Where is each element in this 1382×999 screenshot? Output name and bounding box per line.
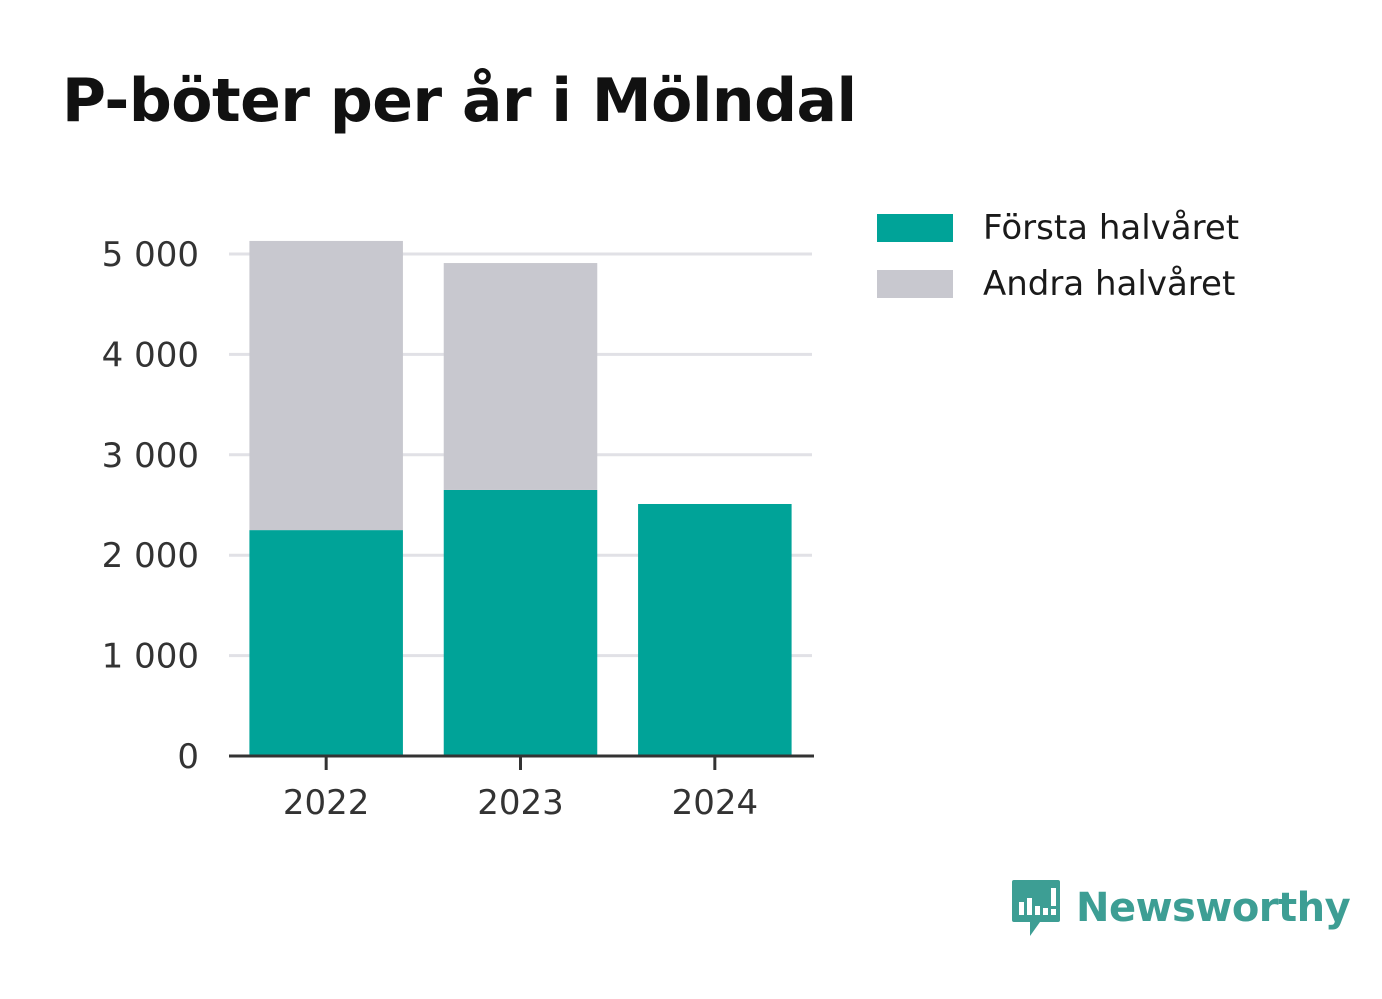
bar-second-half [249, 240, 403, 531]
y-tick-label: 0 [177, 737, 199, 777]
axes: 0 1 000 2 000 3 000 4 000 5 000 2022 2023 2024 [102, 235, 814, 823]
legend: Första halvåret Andra halvåret [877, 200, 1239, 312]
bar-first-half [249, 530, 403, 756]
x-tick-label: 2024 [672, 783, 759, 823]
y-tick-label: 3 000 [102, 436, 199, 476]
bar-second-half [443, 263, 598, 490]
legend-swatch-second-half [877, 270, 953, 298]
x-tick-label: 2022 [283, 783, 370, 823]
chart-title: P-böter per år i Mölndal [62, 66, 857, 136]
x-tick-label: 2023 [477, 783, 564, 823]
bar-first-half [443, 489, 598, 756]
bars [249, 240, 792, 756]
bar-first-half [638, 503, 792, 756]
y-tick-label: 2 000 [102, 536, 199, 576]
y-tick-label: 5 000 [102, 235, 199, 275]
brand: Newsworthy [1010, 878, 1351, 938]
legend-item-second-half: Andra halvåret [877, 256, 1239, 312]
y-tick-label: 4 000 [102, 335, 199, 375]
brand-name: Newsworthy [1076, 885, 1351, 931]
legend-label-second-half: Andra halvåret [983, 264, 1236, 304]
legend-swatch-first-half [877, 214, 953, 242]
legend-item-first-half: Första halvåret [877, 200, 1239, 256]
legend-label-first-half: Första halvåret [983, 208, 1240, 248]
y-tick-label: 1 000 [102, 637, 199, 677]
newsworthy-logo-icon [1012, 880, 1060, 936]
